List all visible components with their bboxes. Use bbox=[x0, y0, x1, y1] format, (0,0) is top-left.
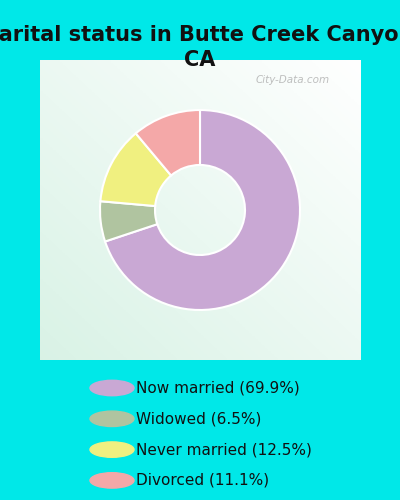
Wedge shape bbox=[105, 110, 300, 310]
Text: Widowed (6.5%): Widowed (6.5%) bbox=[136, 412, 261, 426]
Wedge shape bbox=[136, 110, 200, 176]
Circle shape bbox=[90, 442, 134, 458]
Text: Divorced (11.1%): Divorced (11.1%) bbox=[136, 473, 269, 488]
Wedge shape bbox=[100, 201, 157, 241]
Circle shape bbox=[90, 411, 134, 426]
Text: Never married (12.5%): Never married (12.5%) bbox=[136, 442, 312, 457]
Text: Now married (69.9%): Now married (69.9%) bbox=[136, 380, 300, 396]
Circle shape bbox=[90, 472, 134, 488]
Text: Marital status in Butte Creek Canyon,
CA: Marital status in Butte Creek Canyon, CA bbox=[0, 25, 400, 70]
Circle shape bbox=[90, 380, 134, 396]
Wedge shape bbox=[100, 134, 171, 206]
Text: City-Data.com: City-Data.com bbox=[256, 75, 330, 85]
